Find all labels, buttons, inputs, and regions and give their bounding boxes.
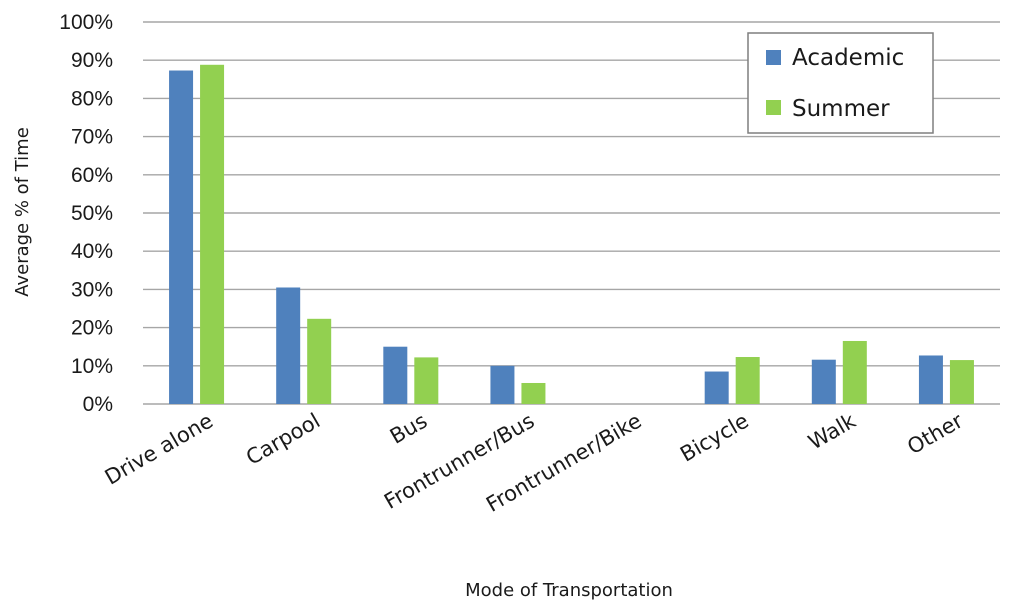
bar [414, 357, 439, 404]
bars [169, 64, 974, 404]
bar [521, 382, 546, 404]
bar [811, 359, 836, 404]
x-tick-label: Bus [386, 409, 431, 449]
bar [307, 318, 332, 404]
y-tick-label: 100% [59, 11, 113, 34]
y-tick-label: 60% [71, 164, 113, 187]
x-tick-label: Other [903, 408, 967, 459]
legend-swatch-academic [766, 50, 781, 65]
y-axis-title: Average % of Time [12, 127, 33, 297]
legend-label-summer: Summer [792, 96, 890, 122]
x-axis-title: Mode of Transportation [465, 580, 673, 601]
bar [276, 287, 301, 404]
legend-label-academic: Academic [792, 45, 904, 71]
x-tick-label: Bicycle [676, 409, 753, 467]
y-tick-label: 50% [71, 202, 113, 225]
x-tick-label: Walk [804, 408, 860, 454]
bar [735, 357, 760, 404]
bar [169, 70, 194, 404]
bar [704, 371, 729, 404]
x-axis-ticks: Drive alone Carpool BusFrontrunner/BusFron… [101, 408, 967, 517]
legend-box [747, 32, 934, 134]
y-tick-label: 90% [71, 49, 113, 72]
y-tick-label: 20% [71, 317, 113, 340]
y-tick-label: 70% [71, 126, 113, 149]
y-axis-ticks: 0% 10% 20% 30% 40% 50% 60% 70% 80% 90% 100% [59, 11, 113, 416]
legend-swatch-summer [766, 100, 781, 115]
bar [200, 64, 225, 404]
y-tick-label: 0% [83, 393, 113, 416]
y-tick-label: 30% [71, 278, 113, 301]
bar [490, 365, 515, 404]
x-tick-label: Drive alone [101, 409, 217, 490]
x-tick-label: Carpool [242, 409, 324, 470]
y-tick-label: 10% [71, 355, 113, 378]
y-tick-label: 40% [71, 240, 113, 263]
bar [842, 340, 867, 404]
bar [383, 346, 408, 404]
y-tick-label: 80% [71, 87, 113, 110]
bar [918, 355, 943, 404]
bar [949, 360, 974, 404]
legend: Academic Summer [747, 32, 934, 134]
